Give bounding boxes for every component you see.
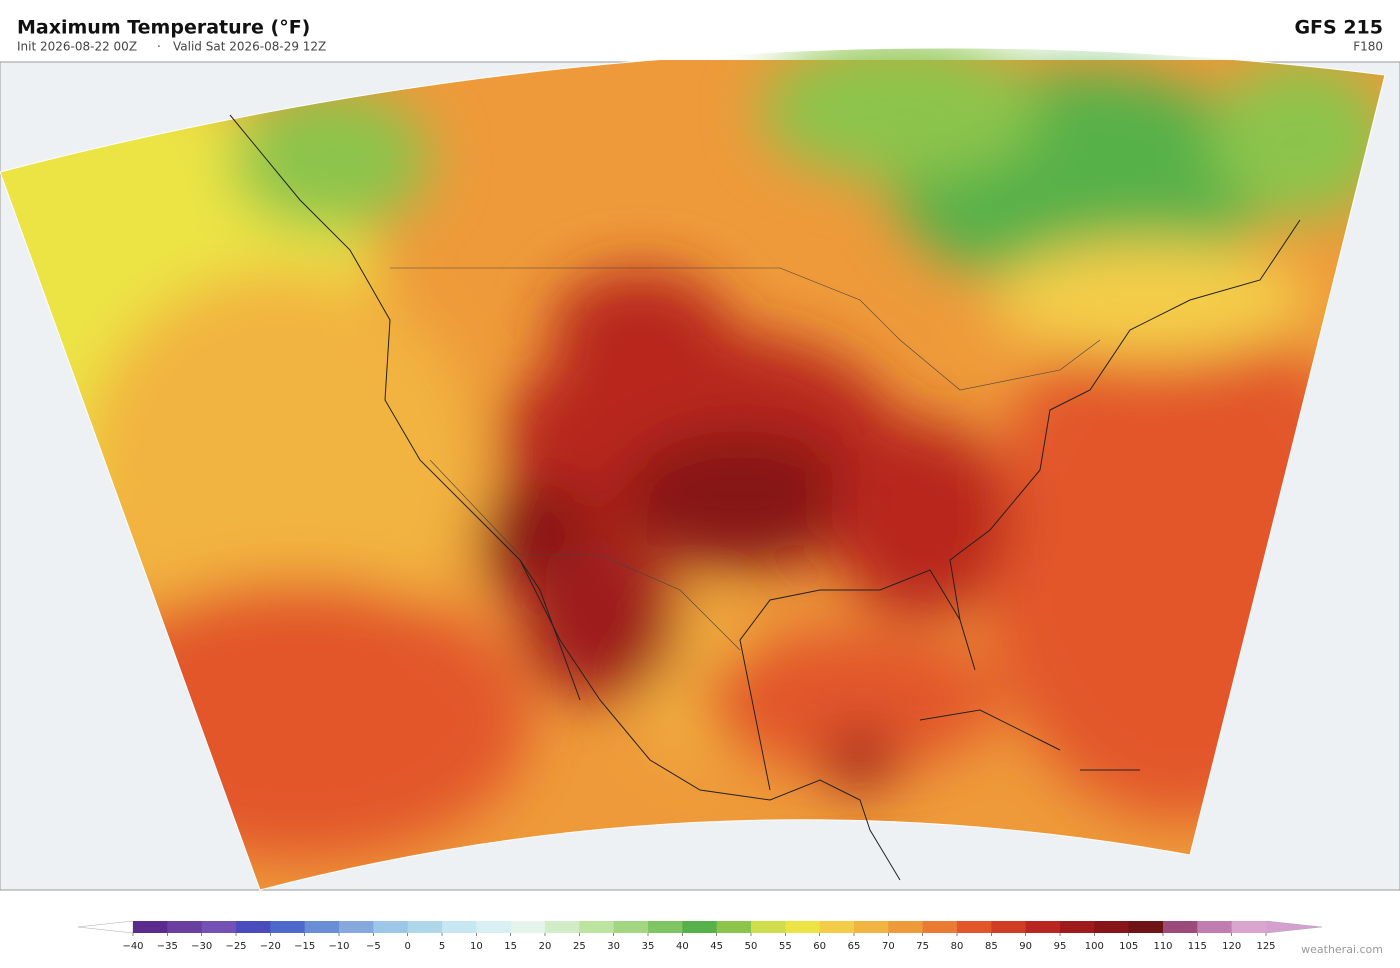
borders xyxy=(390,267,1101,651)
colorbar-bin xyxy=(888,921,924,933)
colorbar-label: 5 xyxy=(439,941,445,952)
colorbar-label: 120 xyxy=(1222,941,1241,952)
colorbar-label: −35 xyxy=(157,941,178,952)
title: Maximum Temperature (°F) xyxy=(17,17,310,39)
colorbar-under xyxy=(77,920,134,934)
colorbar-label: −30 xyxy=(191,941,212,952)
colorbar-label: 50 xyxy=(745,941,758,952)
separator: · xyxy=(157,40,161,54)
colorbar-label: 0 xyxy=(404,941,410,952)
colorbar-label: 55 xyxy=(779,941,792,952)
colorbar-bin xyxy=(510,921,546,933)
colorbar-bin xyxy=(442,921,477,933)
colorbar-bin xyxy=(1197,921,1233,933)
colorbar-label: 25 xyxy=(573,941,586,952)
coastlines xyxy=(229,114,1301,881)
colorbar-label: −20 xyxy=(260,941,281,952)
valid-time: Valid Sat 2026-08-29 12Z xyxy=(173,40,326,54)
colorbar-bin xyxy=(991,921,1027,933)
colorbar-bin xyxy=(201,921,237,933)
colorbar-label: −40 xyxy=(122,941,143,952)
colorbar-label: 20 xyxy=(539,941,552,952)
colorbar-bin xyxy=(270,921,306,933)
colorbar-bin xyxy=(682,921,718,933)
domain-edge xyxy=(0,47,1386,891)
model-name: GFS 215 xyxy=(1294,17,1383,39)
colorbar-bin xyxy=(579,921,615,933)
colorbar-label: 40 xyxy=(676,941,689,952)
colorbar-label: −5 xyxy=(366,941,381,952)
colorbar-bin xyxy=(613,921,649,933)
colorbar-bin xyxy=(819,921,855,933)
colorbar-label: 70 xyxy=(882,941,895,952)
colorbar-bin xyxy=(339,921,374,933)
colorbar-bin xyxy=(854,921,889,933)
colorbar-bin xyxy=(1163,921,1198,933)
colorbar-bin xyxy=(751,921,786,933)
colorbar-bin xyxy=(545,921,580,933)
colorbar-label: −15 xyxy=(294,941,315,952)
colorbar-label: 15 xyxy=(504,941,517,952)
colorbar-bin xyxy=(1094,921,1130,933)
colorbar-bin xyxy=(1231,921,1267,933)
colorbar-bin xyxy=(304,921,340,933)
colorbar-bin xyxy=(922,921,958,933)
colorbar-label: 45 xyxy=(710,941,723,952)
colorbar-label: 95 xyxy=(1054,941,1067,952)
forecast-hour: F180 xyxy=(1353,40,1383,54)
colorbar-bin xyxy=(236,921,271,933)
colorbar-bin xyxy=(476,921,512,933)
colorbar-label: −10 xyxy=(328,941,349,952)
colorbar-bin xyxy=(407,921,443,933)
colorbar-label: 90 xyxy=(1019,941,1032,952)
colorbar-label: 80 xyxy=(951,941,964,952)
colorbar-label: 85 xyxy=(985,941,998,952)
colorbar-label: 105 xyxy=(1119,941,1138,952)
colorbar-label: 30 xyxy=(607,941,620,952)
colorbar-bin xyxy=(957,921,992,933)
colorbar-label: 10 xyxy=(470,941,483,952)
colorbar-bin xyxy=(1025,921,1061,933)
colorbar-label: 125 xyxy=(1256,941,1275,952)
colorbar-label: 65 xyxy=(848,941,861,952)
colorbar-label: 110 xyxy=(1153,941,1172,952)
colorbar: −40 −35 −30 −25 −20 −15 −10 −5 0 5 10 15 20 25 30 35 40 4… xyxy=(77,920,1323,952)
colorbar-bin xyxy=(716,921,752,933)
colorbar-bin xyxy=(167,921,203,933)
credit: weatherai.com xyxy=(1301,943,1383,956)
colorbar-label: 100 xyxy=(1085,941,1104,952)
colorbar-label: −25 xyxy=(225,941,246,952)
colorbar-bin xyxy=(648,921,683,933)
colorbar-over xyxy=(1265,920,1323,934)
colorbar-label: 60 xyxy=(813,941,826,952)
init-time: Init 2026-08-22 00Z xyxy=(17,40,137,54)
colorbar-bin xyxy=(1060,921,1095,933)
colorbar-label: 115 xyxy=(1188,941,1207,952)
colorbar-label: 35 xyxy=(642,941,655,952)
colorbar-label: 75 xyxy=(916,941,929,952)
colorbar-bin xyxy=(133,921,168,933)
colorbar-bin xyxy=(373,921,409,933)
colorbar-bin xyxy=(1128,921,1164,933)
colorbar-bin xyxy=(785,921,821,933)
